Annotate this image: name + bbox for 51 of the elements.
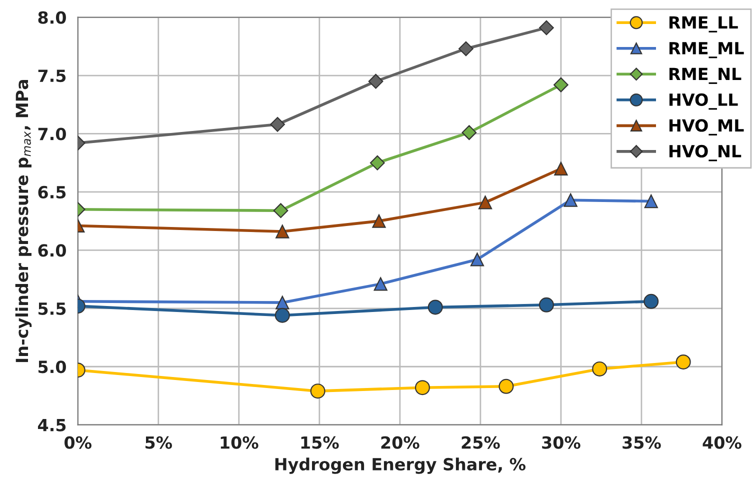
y-tick-label: 6.5 xyxy=(38,186,66,199)
point xyxy=(273,203,288,218)
point xyxy=(564,193,578,207)
x-tick-label: 0% xyxy=(64,436,92,449)
y-tick-label: 6.0 xyxy=(38,244,66,257)
point xyxy=(270,116,285,132)
x-tick-label: 10% xyxy=(220,436,258,449)
point xyxy=(274,308,290,323)
legend-label: RME_NL xyxy=(669,68,742,84)
point xyxy=(458,41,474,56)
y-tick-label: 7.5 xyxy=(38,70,66,82)
x-tick-label: 20% xyxy=(381,436,420,449)
point xyxy=(538,297,554,312)
point xyxy=(644,294,659,309)
point xyxy=(310,384,326,399)
point xyxy=(470,252,484,266)
x-tick-label: 25% xyxy=(462,436,500,449)
point xyxy=(676,354,691,370)
x-axis-title: Hydrogen Energy Share, % xyxy=(275,458,526,474)
point xyxy=(372,214,386,228)
y-tick-label: 4.5 xyxy=(38,419,66,432)
x-tick-label: 30% xyxy=(542,436,580,449)
point xyxy=(276,224,290,238)
legend-label: RME_ML xyxy=(669,42,744,58)
point xyxy=(414,380,430,396)
x-tick-label: 15% xyxy=(301,436,339,449)
legend-label: RME_LL xyxy=(669,16,738,32)
x-tick-label: 5% xyxy=(146,436,172,449)
point xyxy=(368,74,384,89)
x-tick-label: 35% xyxy=(622,436,661,449)
y-axis-title: In-cylinder pressure p$_{max}$, MPa xyxy=(15,80,32,362)
point xyxy=(428,300,443,315)
point xyxy=(462,125,477,140)
y-tick-label: 5.5 xyxy=(38,302,66,315)
y-tick-label: 5.0 xyxy=(38,360,66,374)
point xyxy=(276,296,290,310)
point xyxy=(592,361,608,376)
legend-label: HVO_NL xyxy=(669,144,742,162)
legend-label: HVO_ML xyxy=(669,119,744,136)
point xyxy=(370,155,385,170)
y-tick-label: 8.0 xyxy=(38,11,66,24)
legend-label: HVO_LL xyxy=(669,93,738,110)
point xyxy=(554,162,568,176)
point xyxy=(478,196,492,210)
x-tick-label: 40% xyxy=(702,436,742,449)
point xyxy=(539,20,554,36)
point xyxy=(554,77,568,92)
point xyxy=(644,194,658,208)
point xyxy=(498,378,514,394)
y-tick-label: 7.0 xyxy=(38,128,66,140)
point xyxy=(374,277,388,291)
